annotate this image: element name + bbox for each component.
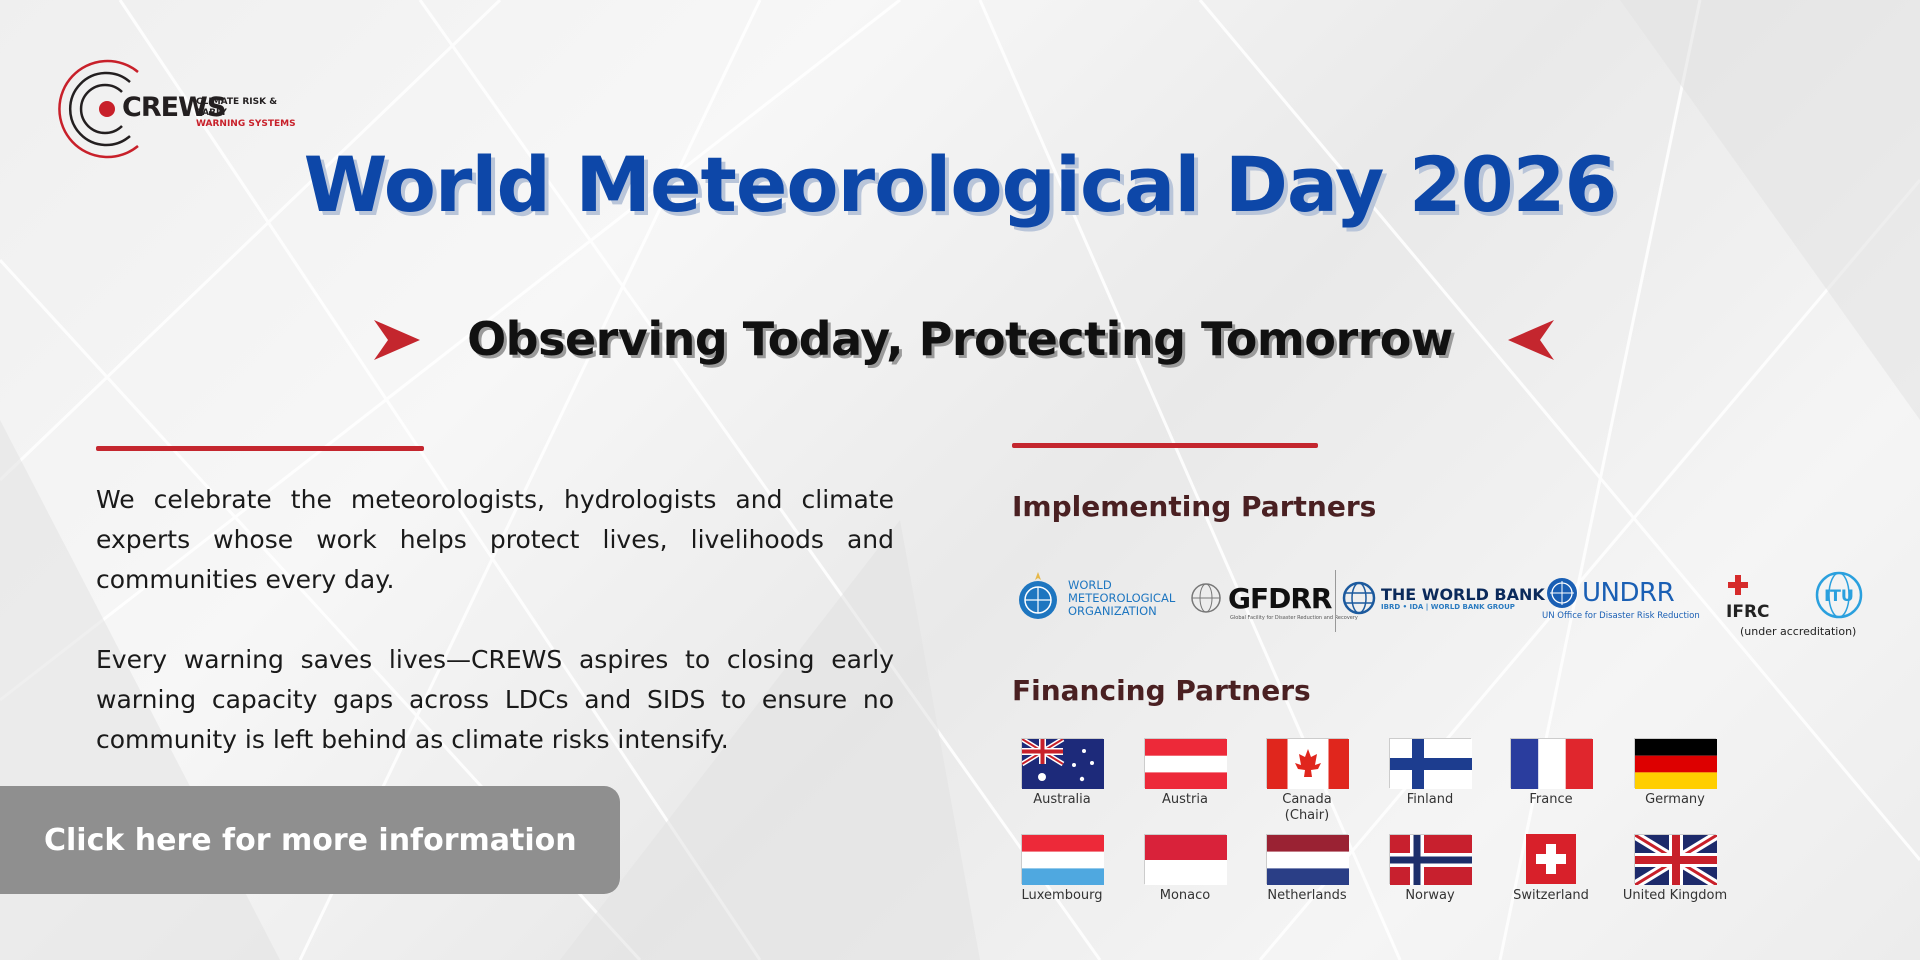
- monaco-flag-icon: [1144, 834, 1227, 885]
- ifrc-accreditation-note: (under accreditation): [1740, 625, 1857, 638]
- crews-tagline: CLIMATE RISK & EARLY WARNING SYSTEMS: [196, 97, 306, 130]
- crews-rings-icon: [58, 59, 139, 159]
- implementing-partners-heading: Implementing Partners: [1012, 490, 1377, 523]
- austria-flag-icon: [1144, 738, 1227, 789]
- country-label-note: (Chair): [1284, 808, 1330, 823]
- itu-logo[interactable]: ITU: [1814, 570, 1864, 620]
- wmo-name: WORLD METEOROLOGICAL ORGANIZATION: [1068, 577, 1176, 618]
- gfdrr-name: GFDRR: [1228, 581, 1332, 615]
- worldbank-subtitle: IBRD • IDA | WORLD BANK GROUP: [1381, 602, 1515, 611]
- finland-flag-icon: [1389, 738, 1472, 789]
- itu-globe-icon: ITU: [1815, 571, 1863, 619]
- country-label: Switzerland: [1513, 888, 1589, 903]
- crews-wordmark: CREWS: [122, 92, 226, 123]
- switzerland-flag-icon: [1510, 834, 1592, 884]
- worldbank-name: THE WORLD BANK: [1381, 584, 1545, 604]
- germany-flag-icon: [1634, 738, 1717, 789]
- intro-paragraph: We celebrate the meteorologists, hydrolo…: [96, 485, 894, 594]
- norway-flag-icon: [1389, 834, 1472, 885]
- subtitle-row: Observing Today, Protecting Tomorrow: [0, 312, 1920, 368]
- undrr-title-row: UNDRR: [1542, 575, 1700, 611]
- partner-divider: [1335, 570, 1336, 632]
- wmo-name-line3: ORGANIZATION: [1068, 603, 1157, 618]
- united-kingdom-flag-icon: [1632, 831, 1720, 889]
- country-label: Netherlands: [1267, 888, 1347, 903]
- financing-partner-france: France: [1496, 738, 1606, 808]
- divider-left: [96, 446, 424, 451]
- country-label: Monaco: [1159, 888, 1211, 903]
- country-label: Austria: [1162, 792, 1208, 807]
- more-info-button-label: Click here for more information: [44, 822, 577, 858]
- ifrc-logo[interactable]: IFRC: [1722, 572, 1778, 622]
- page-title: World Meteorological Day 2026: [303, 140, 1618, 229]
- gfdrr-logo[interactable]: GFDRR Global Facility for Disaster Reduc…: [1190, 568, 1358, 628]
- country-label: Germany: [1645, 792, 1705, 807]
- undrr-text: UNDRR UN Office for Disaster Risk Reduct…: [1542, 575, 1700, 621]
- un-emblem-icon: [1547, 578, 1577, 608]
- financing-partner-switzerland: Switzerland: [1496, 834, 1606, 904]
- financing-partner-monaco: Monaco: [1130, 834, 1240, 904]
- country-label: Finland: [1406, 792, 1454, 807]
- country-label: Luxembourg: [1021, 888, 1103, 903]
- undrr-name: UNDRR: [1582, 578, 1675, 608]
- wmo-name-line1: WORLD: [1068, 577, 1112, 592]
- financing-partner-luxembourg: Luxembourg: [1007, 834, 1117, 904]
- wmo-emblem-icon: [1019, 572, 1057, 619]
- financing-partner-finland: Finland: [1375, 738, 1485, 808]
- financing-partners-heading: Financing Partners: [1012, 674, 1311, 707]
- wmo-name-line2: METEOROLOGICAL: [1068, 590, 1176, 605]
- country-label: United Kingdom: [1622, 888, 1728, 903]
- crews-tagline-line1: CLIMATE RISK & EARLY: [196, 97, 278, 118]
- undrr-logo[interactable]: UNDRR UN Office for Disaster Risk Reduct…: [1542, 568, 1700, 628]
- crews-tagline-line2: WARNING SYSTEMS: [196, 119, 296, 129]
- financing-partner-austria: Austria: [1130, 738, 1240, 808]
- arrow-right-icon: [374, 320, 420, 360]
- arrow-left-icon: [1508, 320, 1554, 360]
- mission-paragraph: Every warning saves lives—CREWS aspires …: [96, 645, 894, 754]
- financing-partner-norway: Norway: [1375, 834, 1485, 904]
- worldbank-text: THE WORLD BANK IBRD • IDA | WORLD BANK G…: [1381, 586, 1545, 611]
- financing-partner-australia: Australia: [1007, 736, 1117, 808]
- gfdrr-globe-icon: [1191, 583, 1221, 613]
- country-label: France: [1529, 792, 1573, 807]
- worldbank-globe-icon: [1342, 581, 1376, 615]
- financing-partner-netherlands: Netherlands: [1252, 834, 1362, 904]
- country-label: Australia: [1033, 792, 1091, 807]
- gfdrr-subtitle: Global Facility for Disaster Reduction a…: [1230, 615, 1358, 621]
- red-cross-crescent-icon: [1728, 574, 1766, 596]
- wmo-logo[interactable]: WORLD METEOROLOGICAL ORGANIZATION: [1014, 568, 1175, 628]
- more-info-button[interactable]: Click here for more information: [0, 786, 620, 894]
- australia-flag-icon: [1020, 736, 1104, 789]
- canada-flag-icon: [1266, 738, 1349, 789]
- worldbank-logo[interactable]: THE WORLD BANK IBRD • IDA | WORLD BANK G…: [1342, 568, 1545, 628]
- financing-partner-canada: Canada (Chair): [1252, 738, 1362, 824]
- france-flag-icon: [1510, 738, 1593, 789]
- netherlands-flag-icon: [1266, 834, 1349, 885]
- luxembourg-flag-icon: [1021, 834, 1104, 885]
- financing-partner-germany: Germany: [1620, 738, 1730, 808]
- undrr-subtitle: UN Office for Disaster Risk Reduction: [1542, 611, 1700, 621]
- country-label: Canada: [1282, 792, 1332, 807]
- financing-partner-united-kingdom: United Kingdom: [1620, 831, 1730, 904]
- itu-name: ITU: [1824, 586, 1854, 605]
- divider-right: [1012, 443, 1318, 448]
- ifrc-name: IFRC: [1726, 602, 1770, 622]
- country-label: Norway: [1405, 888, 1455, 903]
- crews-logo[interactable]: CREWS CLIMATE RISK & EARLY WARNING SYSTE…: [52, 58, 296, 160]
- subtitle: Observing Today, Protecting Tomorrow: [467, 312, 1453, 366]
